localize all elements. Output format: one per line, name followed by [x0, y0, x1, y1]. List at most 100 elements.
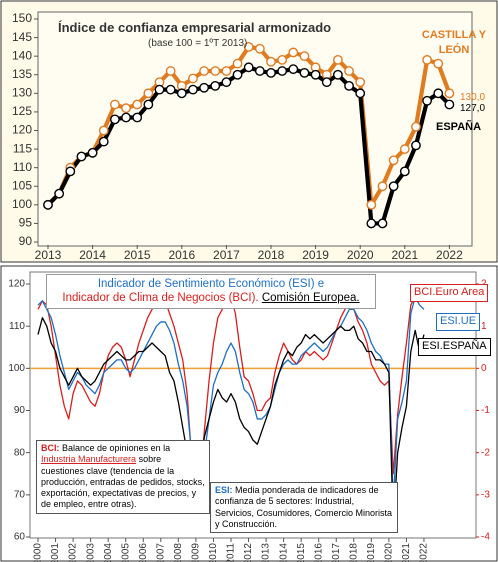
x-tick-label: 2006	[138, 543, 149, 562]
series-label: CASTILLA Y LEÓN	[421, 29, 487, 56]
y-tick-label: 105	[12, 178, 32, 192]
legend-item: ESI.ESPAÑA	[418, 338, 491, 356]
y-tick-label: 90	[14, 405, 26, 416]
y-tick-label: 110	[13, 160, 32, 174]
x-tick-label: 2008	[173, 543, 184, 562]
point	[344, 81, 354, 91]
point	[254, 66, 265, 76]
x-tick-label: 2016	[313, 543, 324, 562]
x-tick-label: 2017	[331, 543, 342, 562]
y-tick-label: 125	[12, 104, 32, 118]
point	[399, 144, 410, 154]
y-tick-label: 135	[12, 67, 32, 81]
point	[277, 54, 288, 65]
point	[366, 218, 377, 229]
note-text: Media ponderada de indicadores de confia…	[215, 485, 393, 529]
point	[210, 81, 221, 91]
legend-item: BCI.Euro Area	[410, 284, 489, 302]
x-tick-label: 2014	[278, 543, 289, 562]
point	[411, 121, 421, 132]
point	[366, 199, 377, 210]
y-tick-label: 120	[8, 279, 25, 290]
point	[87, 147, 98, 158]
legend-item: ESI.UE	[436, 313, 481, 331]
title-line: Indicador de Sentimiento Económico (ESI)…	[97, 278, 325, 290]
x-tick-label: 2007	[155, 543, 166, 562]
point	[388, 181, 399, 192]
point	[199, 82, 210, 93]
x-tick-label: 2018	[258, 248, 285, 262]
point	[98, 125, 109, 136]
x-tick-label: 2015	[296, 543, 307, 562]
note-link: Industria Manufacturera	[41, 454, 137, 465]
x-tick-label: 2001	[50, 543, 61, 562]
point	[288, 47, 299, 58]
point	[355, 77, 366, 88]
point	[243, 41, 254, 52]
x-tick-label: 2003	[85, 543, 96, 562]
point	[132, 99, 143, 110]
point	[121, 112, 131, 123]
point	[232, 58, 243, 69]
y-tick-label: 70	[14, 489, 26, 500]
y-tick-label: 145	[12, 30, 32, 44]
point	[176, 88, 187, 99]
point	[444, 88, 455, 99]
y2-tick-label: -4	[481, 532, 490, 543]
y-tick-label: 130	[12, 86, 32, 100]
x-tick-label: 2016	[168, 248, 195, 262]
point	[310, 69, 321, 80]
note-esi: ESI: Media ponderada de indicadores de c…	[210, 482, 398, 533]
x-tick-label: 2020	[384, 543, 395, 562]
point	[188, 73, 198, 84]
y-tick-label: 60	[14, 532, 26, 543]
point	[321, 77, 332, 88]
x-tick-label: 2012	[243, 543, 254, 562]
point	[299, 67, 310, 78]
y2-tick-label: 1	[481, 321, 487, 332]
y-tick-label: 110	[9, 321, 25, 332]
x-tick-label: 2009	[191, 543, 202, 562]
point	[210, 66, 221, 76]
point	[110, 114, 120, 125]
x-tick-label: 2002	[68, 543, 79, 562]
point	[299, 51, 310, 62]
point	[344, 66, 354, 76]
point	[266, 56, 276, 67]
point	[332, 69, 343, 80]
x-tick-label: 2011	[226, 543, 237, 562]
x-tick-label: 2022	[419, 543, 430, 562]
x-tick-label: 2021	[391, 248, 418, 262]
x-tick-label: 2022	[436, 248, 463, 262]
x-tick-label: 2013	[261, 543, 272, 562]
bottom-title: Indicador de Sentimiento Económico (ESI)…	[46, 274, 376, 309]
point	[143, 99, 154, 110]
point	[121, 103, 131, 114]
x-tick-label: 2021	[401, 543, 412, 562]
y-tick-label: 95	[19, 216, 33, 230]
note-text: sobre cuestiones clave (tendencia de la …	[41, 454, 205, 510]
point	[232, 69, 243, 80]
x-tick-label: 2019	[366, 543, 377, 562]
x-tick-label: 2020	[347, 248, 374, 262]
x-tick-label: 2014	[79, 248, 106, 262]
point	[65, 166, 76, 177]
point	[332, 54, 343, 65]
point	[243, 62, 254, 73]
y-tick-label: 115	[13, 141, 32, 155]
series-line	[37, 317, 425, 530]
x-tick-label: 2017	[213, 248, 240, 262]
point	[422, 95, 432, 106]
top-title: Índice de confianza empresarial armoniza…	[58, 20, 332, 35]
point	[388, 155, 399, 166]
point	[433, 58, 444, 69]
x-tick-label: 2004	[103, 543, 114, 562]
point	[288, 64, 299, 75]
note-head: ESI:	[215, 485, 233, 495]
end-label: 130,0	[460, 92, 486, 103]
point	[154, 84, 165, 95]
point	[444, 99, 455, 110]
x-tick-label: 2005	[120, 543, 131, 562]
point	[433, 88, 444, 99]
